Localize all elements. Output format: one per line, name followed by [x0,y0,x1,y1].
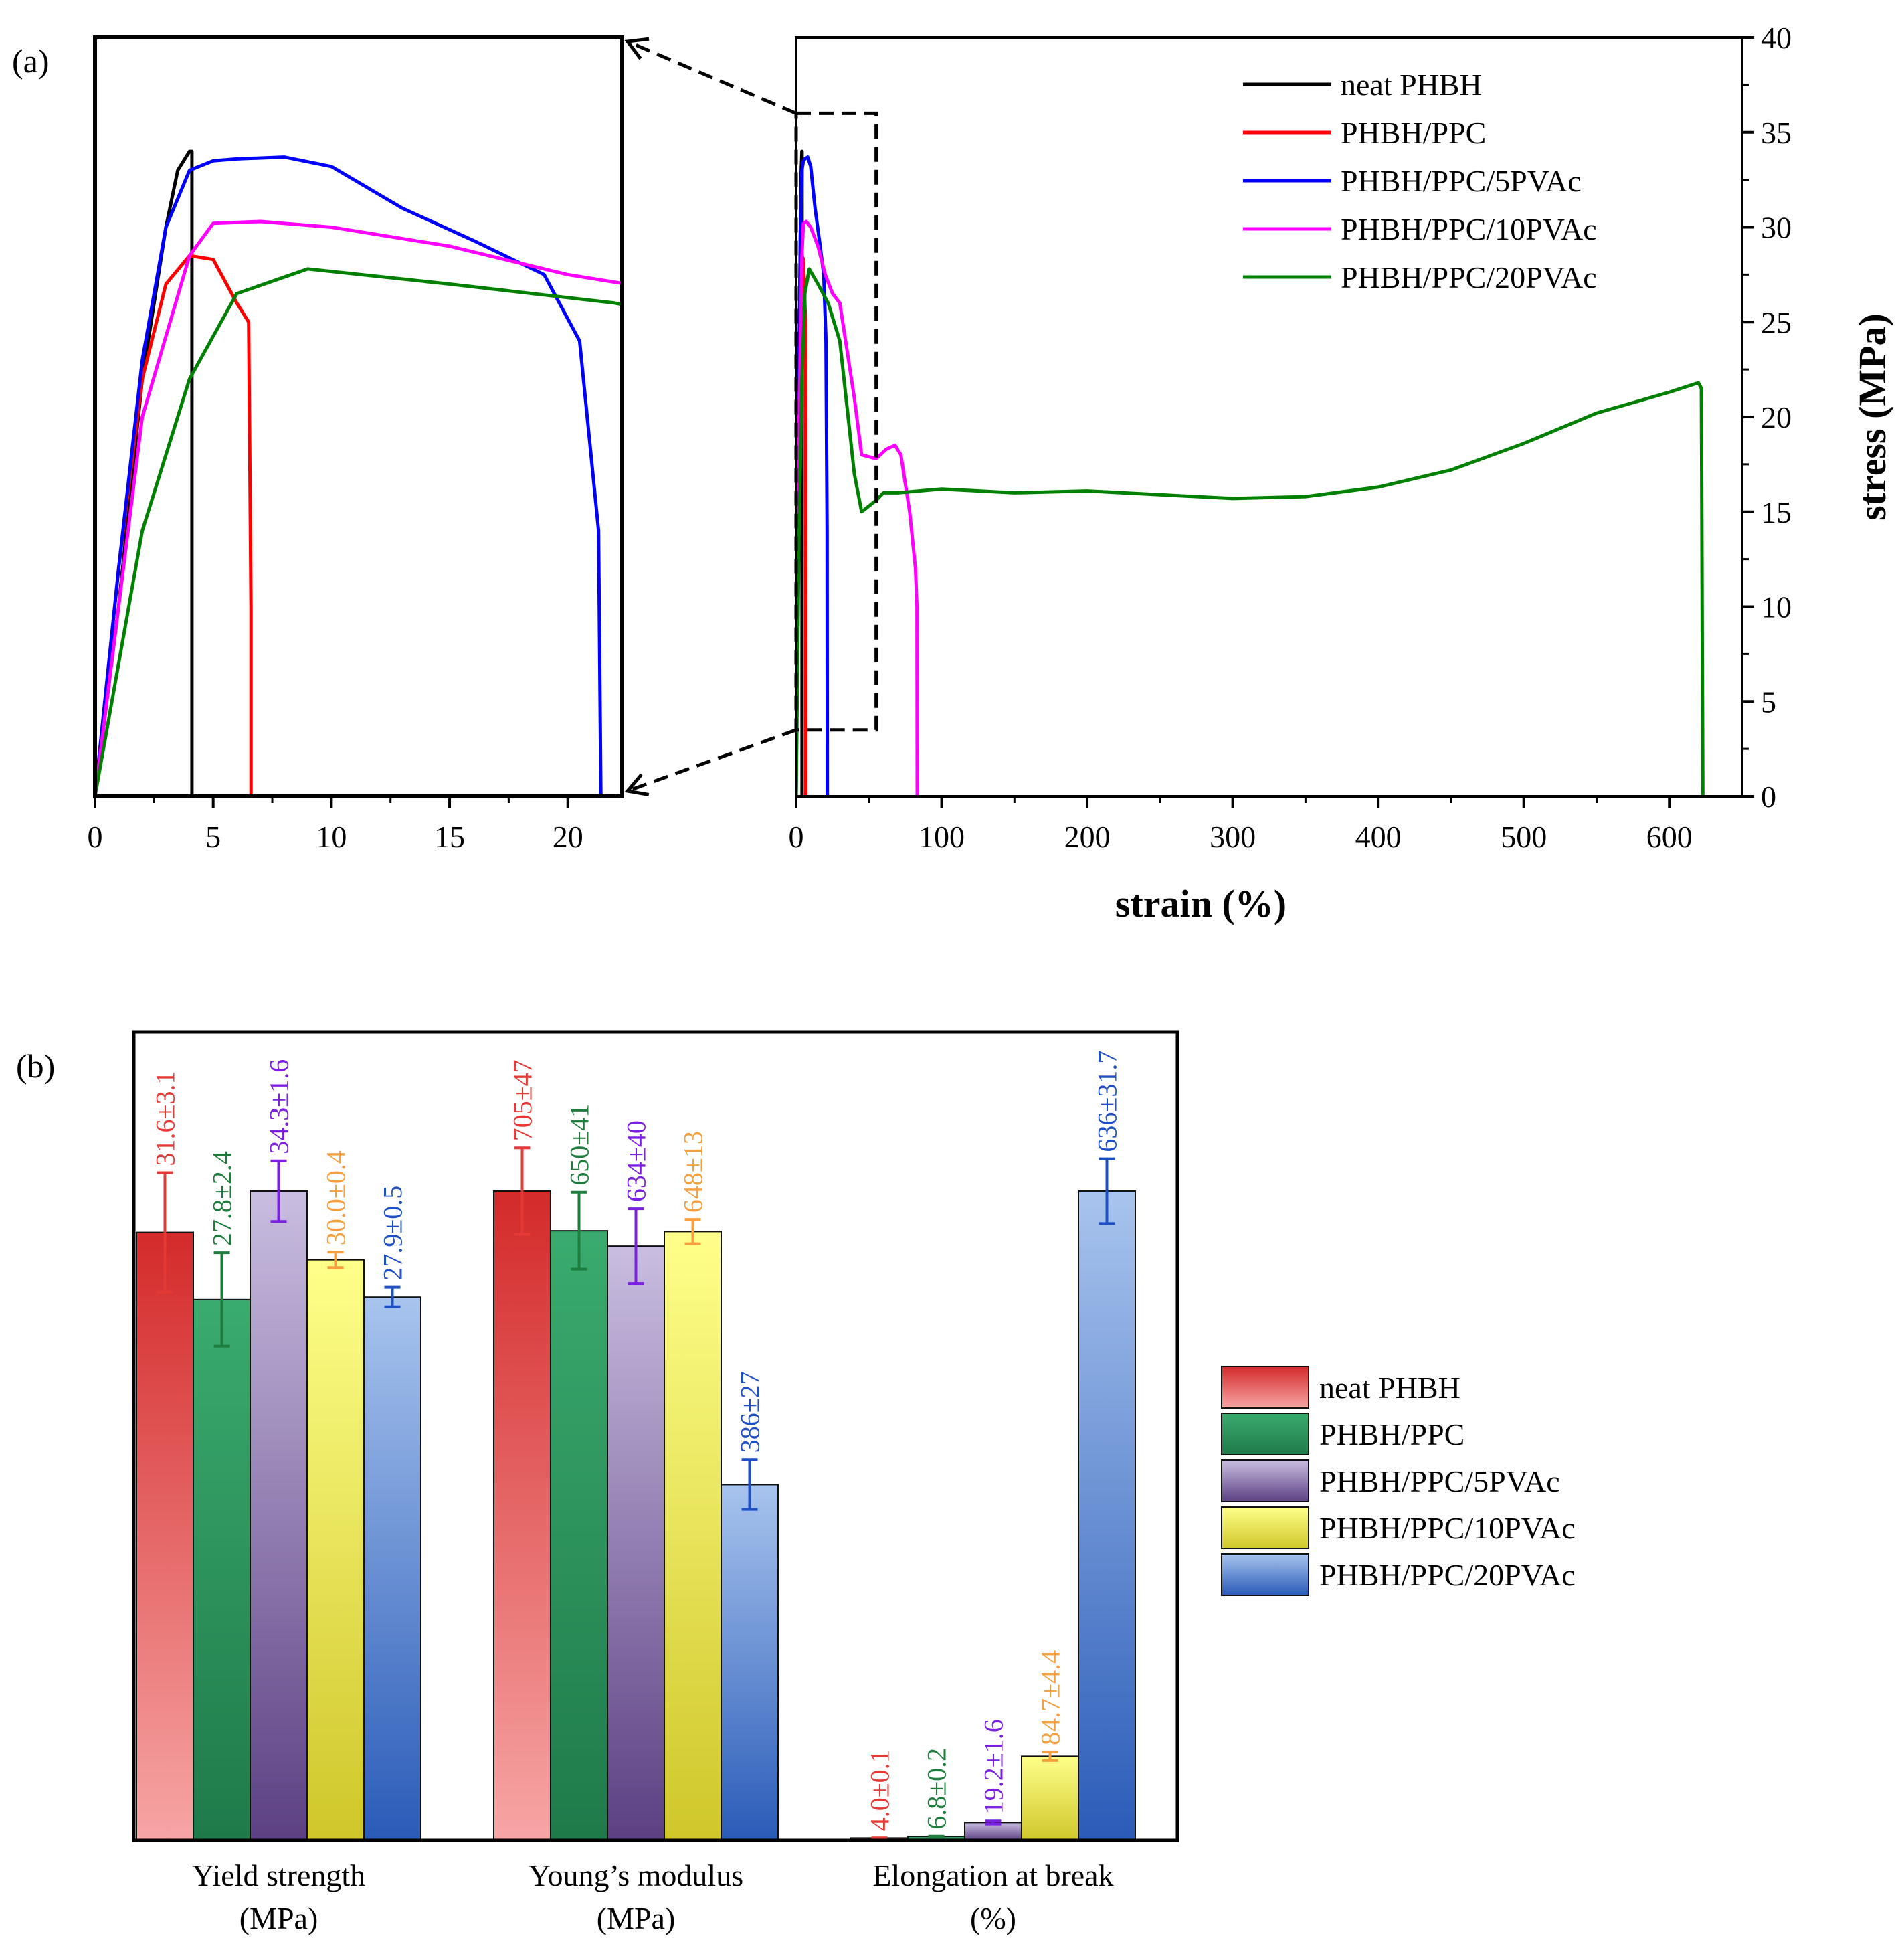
main-x-tick-label: 400 [1355,820,1402,854]
bar-value-label: 19.2±1.6 [979,1719,1009,1814]
bar-neat-phbh [493,1190,551,1841]
main-y-tick-label: 20 [1761,400,1792,434]
legend-a-label: PHBH/PPC/10PVAc [1341,212,1597,246]
bar-value-label: 84.7±4.4 [1036,1650,1066,1745]
main-y-tick-label: 40 [1761,21,1792,55]
bar-value-label: 650±41 [565,1104,595,1186]
bar-value-label: 705±47 [508,1059,538,1141]
inset-curve-phbh-ppc-10pvac [95,219,622,796]
legend-b-swatch [1221,1459,1309,1502]
inset-x-axis: 0 5 10 15 20 [88,796,583,854]
inset-curves [95,149,622,796]
panel-b-label: (b) [16,1047,55,1085]
legend-a-label: neat PHBH [1341,68,1482,102]
bar-phbh-ppc-5pvac [250,1190,308,1841]
inset-x-tick-label: 10 [316,820,347,854]
group-label: (%) [970,1901,1016,1935]
main-y-tick-label: 35 [1761,116,1792,150]
legend-a: neat PHBH PHBH/PPC PHBH/PPC/5PVAc PHBH/PPC/… [1243,68,1597,294]
legend-b-label: neat PHBH [1319,1370,1460,1405]
zoom-box [794,111,878,732]
main-y-axis-title: stress (MPa) [1850,313,1894,521]
inset-x-tick-label: 15 [434,820,465,854]
legend-b: neat PHBH PHBH/PPC PHBH/PPC/5PVAc PHBH/PPC/… [1221,1366,1576,1596]
bar-value-label: 30.0±0.4 [321,1150,351,1245]
bar-value-label: 4.0±0.1 [865,1749,895,1831]
main-x-tick-label: 0 [789,820,804,854]
main-x-tick-label: 100 [919,820,965,854]
bar-phbh-ppc-10pvac [306,1259,365,1841]
main-x-tick-label: 200 [1064,820,1111,854]
bar-chart: 31.6±3.1 705±47 4.0±0.1 27.8±2.4 650±41 6.8±0… [136,1051,1136,1842]
legend-b-swatch [1221,1506,1309,1549]
legend-b-swatch [1221,1413,1309,1455]
bar-value-label: 636±31.7 [1092,1051,1123,1152]
inset-curve-phbh-ppc-5pvac [95,155,615,796]
group-label: (MPa) [597,1901,676,1935]
legend-b-label: PHBH/PPC/5PVAc [1319,1464,1560,1498]
bar-value-label: 31.6±3.1 [151,1071,181,1166]
bar-value-label: 386±27 [735,1371,765,1453]
inset-curve-phbh-ppc [95,254,253,796]
inset-curve-neat-phbh [95,149,194,796]
main-x-axis-title: strain (%) [1115,882,1287,925]
legend-a-label: PHBH/PPC/5PVAc [1341,164,1582,198]
zoom-arrow-bottom [624,728,797,796]
legend-b-label: PHBH/PPC [1319,1417,1464,1451]
main-y-tick-label: 0 [1761,780,1776,814]
inset-frame [93,35,624,798]
group-label: Elongation at break [872,1858,1113,1892]
inset-curve-phbh-ppc-20pvac [95,267,622,796]
bar-frame [132,1030,1179,1842]
curve-phbh-ppc-10pvac [796,219,919,796]
bar-phbh-ppc [193,1298,251,1841]
bar-value-label: 27.9±0.5 [378,1186,408,1281]
bar-phbh-ppc [550,1230,608,1841]
main-y-tick-label: 10 [1761,590,1792,624]
group-label: Young’s modulus [529,1858,743,1892]
bar-phbh-ppc-20pvac [721,1484,779,1841]
bar-phbh-ppc-20pvac [1078,1190,1136,1841]
bar-value-label: 634±40 [622,1120,652,1202]
legend-b-label: PHBH/PPC/10PVAc [1319,1511,1576,1545]
bar-phbh-ppc-10pvac [664,1231,722,1841]
bar-phbh-ppc-10pvac [1021,1755,1079,1841]
main-y-tick-label: 25 [1761,305,1792,339]
inset-x-tick-label: 20 [553,820,583,854]
panel-a-label: (a) [12,42,50,80]
main-y-tick-label: 5 [1761,685,1776,719]
main-y-tick-label: 15 [1761,495,1792,529]
legend-a-label: PHBH/PPC [1341,116,1486,150]
main-x-tick-label: 600 [1646,820,1693,854]
main-x-axis: 0 100 200 300 400 500 600 [789,796,1693,854]
bar-value-label: 27.8±2.4 [207,1151,237,1246]
legend-a-label: PHBH/PPC/20PVAc [1341,260,1597,294]
inset-x-tick-label: 5 [205,820,221,854]
group-label: (MPa) [240,1901,318,1935]
zoom-arrow-top [624,37,797,115]
bar-neat-phbh [136,1231,194,1841]
legend-b-label: PHBH/PPC/20PVAc [1319,1558,1576,1592]
main-frame [795,36,1743,798]
inset-x-tick-label: 0 [88,820,103,854]
bar-value-label: 648±13 [678,1131,708,1213]
legend-b-swatch [1221,1366,1309,1409]
bar-value-label: 34.3±1.6 [264,1059,294,1154]
group-label: Yield strength [192,1858,365,1892]
bar-group-labels: Yield strength (MPa) Young’s modulus (MPa) E… [192,1858,1114,1935]
main-curves [796,149,1705,796]
main-x-tick-label: 300 [1210,820,1256,854]
main-y-axis: 0 5 10 15 20 25 30 35 40 [1742,21,1792,814]
curve-phbh-ppc-20pvac [796,267,1705,796]
main-x-tick-label: 500 [1501,820,1547,854]
bar-phbh-ppc-5pvac [607,1245,665,1841]
main-y-tick-label: 30 [1761,211,1792,245]
bar-phbh-ppc-20pvac [363,1296,421,1841]
legend-b-swatch [1221,1553,1309,1596]
bar-value-label: 6.8±0.2 [922,1748,952,1830]
